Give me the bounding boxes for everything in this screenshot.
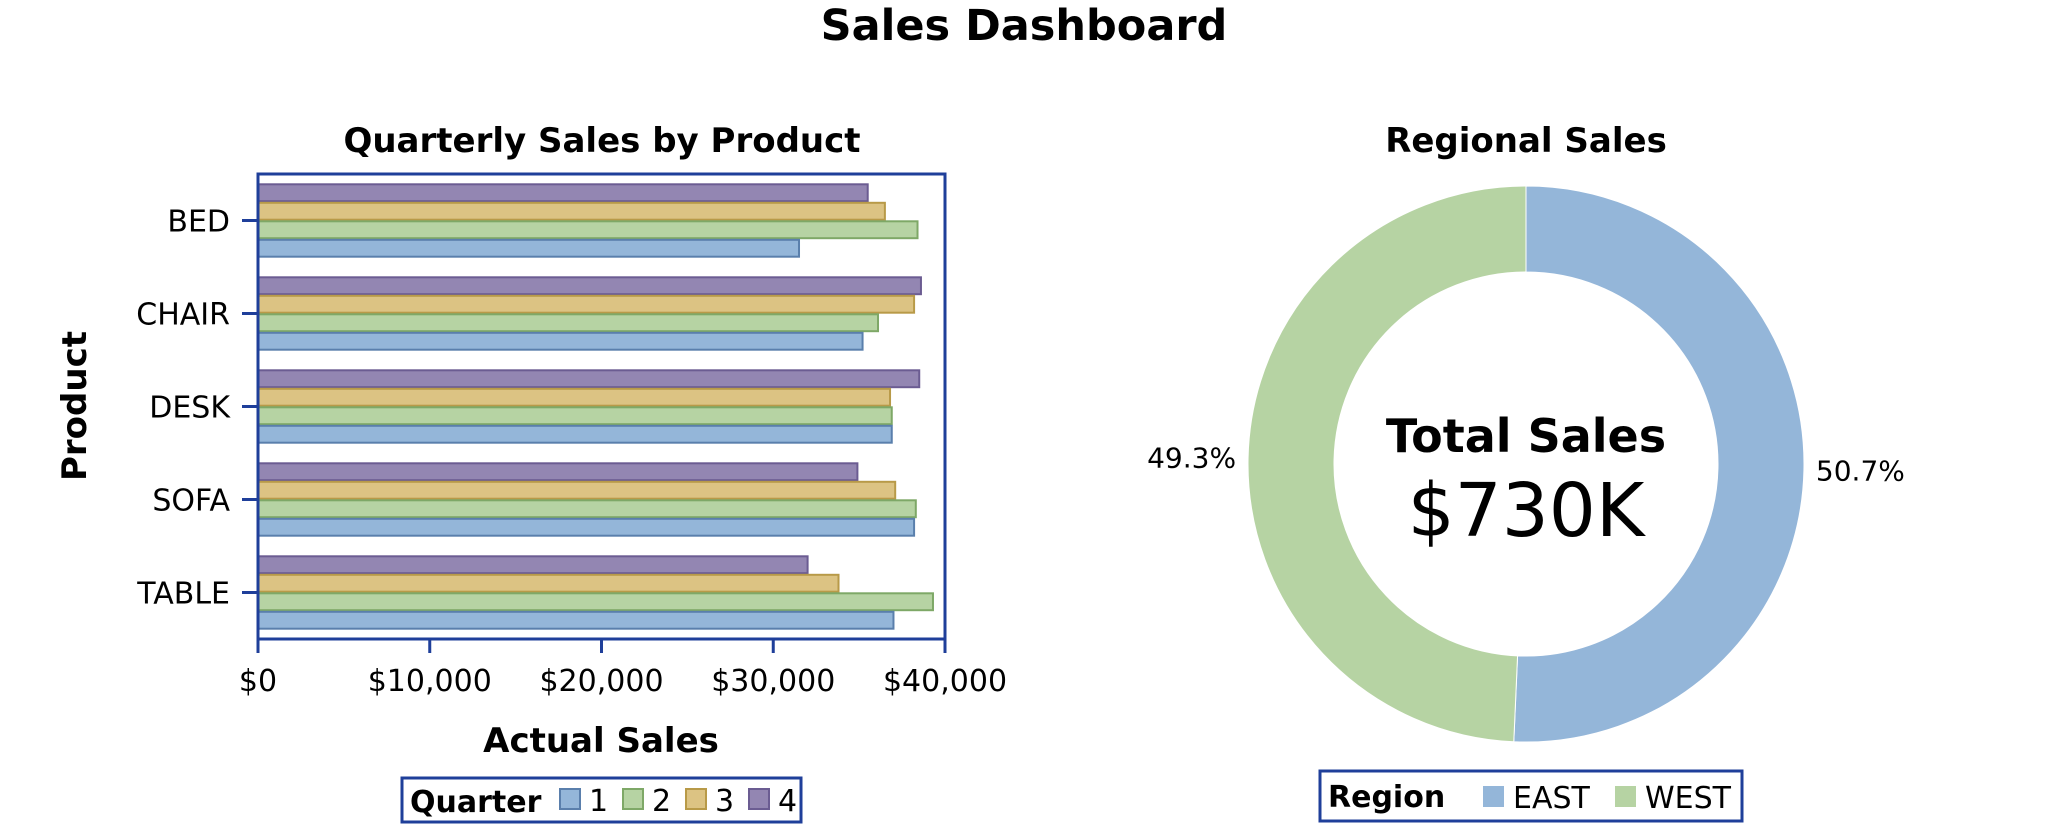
bar-desk-q4 xyxy=(257,369,921,389)
bar-bed-q1 xyxy=(257,238,801,258)
bar-table-q4 xyxy=(257,555,809,575)
legend-swatch-west xyxy=(1615,786,1636,807)
donut-legend: Region EAST WEST xyxy=(1318,769,1744,823)
bar-chart-y-axis-label: Product xyxy=(55,331,95,481)
bar-y-axis: BED CHAIR DESK SOFA TABLE xyxy=(136,205,258,612)
legend-label-q2: 2 xyxy=(652,784,671,819)
bar-chair-q2 xyxy=(257,313,880,333)
donut-slice-west xyxy=(1247,185,1527,743)
bar-sofa-q1 xyxy=(257,517,916,537)
bar-bed-q4 xyxy=(257,183,869,203)
bar-chart-title: Quarterly Sales by Product xyxy=(343,121,860,161)
donut-slice-east xyxy=(1513,185,1805,743)
bar-desk-q2 xyxy=(257,406,893,426)
x-tick-label: $0 xyxy=(239,664,277,699)
x-tick-label: $30,000 xyxy=(711,664,835,699)
x-tick-label: $20,000 xyxy=(539,664,663,699)
x-tick-label: $10,000 xyxy=(368,664,492,699)
x-tick-label: $40,000 xyxy=(883,664,1007,699)
donut-label-east: 50.7% xyxy=(1816,454,1905,487)
bar-marks xyxy=(257,183,934,630)
bar-chart: Quarterly Sales by Product Product Actua… xyxy=(55,121,1007,824)
y-tick-label: BED xyxy=(167,205,230,240)
donut-center-value: $730K xyxy=(1408,468,1647,554)
bar-bed-q3 xyxy=(257,201,886,221)
bar-legend-title: Quarter xyxy=(410,785,542,820)
legend-swatch-q1 xyxy=(559,788,581,810)
donut-legend-frame xyxy=(1318,769,1744,823)
legend-swatch-q4 xyxy=(748,788,770,810)
legend-swatch-q3 xyxy=(685,788,707,810)
donut-legend-title: Region xyxy=(1328,780,1445,815)
bar-desk-q3 xyxy=(257,387,892,407)
y-tick-label: SOFA xyxy=(152,484,230,519)
bar-legend-frame xyxy=(400,776,803,824)
bar-bed-q2 xyxy=(257,220,919,240)
bar-table-q3 xyxy=(257,573,840,593)
bar-sofa-q2 xyxy=(257,499,917,519)
legend-label-q4: 4 xyxy=(778,784,797,819)
bar-sofa-q4 xyxy=(257,462,859,482)
legend-label-q3: 3 xyxy=(715,784,734,819)
y-tick-label: CHAIR xyxy=(136,298,230,333)
bar-x-axis: $0 $10,000 $20,000 $30,000 $40,000 xyxy=(239,639,1007,699)
bar-desk-q1 xyxy=(257,424,893,444)
y-tick-label: DESK xyxy=(149,391,231,426)
legend-label-west: WEST xyxy=(1645,781,1732,816)
legend-swatch-east xyxy=(1483,786,1504,807)
bar-chair-q3 xyxy=(257,294,916,314)
donut-center-label: Total Sales xyxy=(1386,409,1666,463)
bar-chart-x-axis-label: Actual Sales xyxy=(483,721,719,761)
legend-label-east: EAST xyxy=(1513,781,1591,816)
dashboard-title: Sales Dashboard xyxy=(820,1,1228,51)
donut-chart-title: Regional Sales xyxy=(1385,121,1667,161)
bar-sofa-q3 xyxy=(257,480,897,500)
donut-label-west: 49.3% xyxy=(1147,442,1236,475)
donut-marks: 50.7% 49.3% xyxy=(1147,185,1905,743)
donut-chart: Regional Sales 50.7% 49.3% Total Sales $7… xyxy=(1147,121,1905,823)
y-tick-label: TABLE xyxy=(136,577,230,612)
bar-chair-q4 xyxy=(257,276,922,296)
bar-table-q2 xyxy=(257,592,934,612)
bar-legend: Quarter 1 2 3 4 xyxy=(400,776,803,824)
bar-table-q1 xyxy=(257,610,895,630)
bar-chair-q1 xyxy=(257,331,864,351)
legend-swatch-q2 xyxy=(622,788,644,810)
legend-label-q1: 1 xyxy=(589,784,608,819)
